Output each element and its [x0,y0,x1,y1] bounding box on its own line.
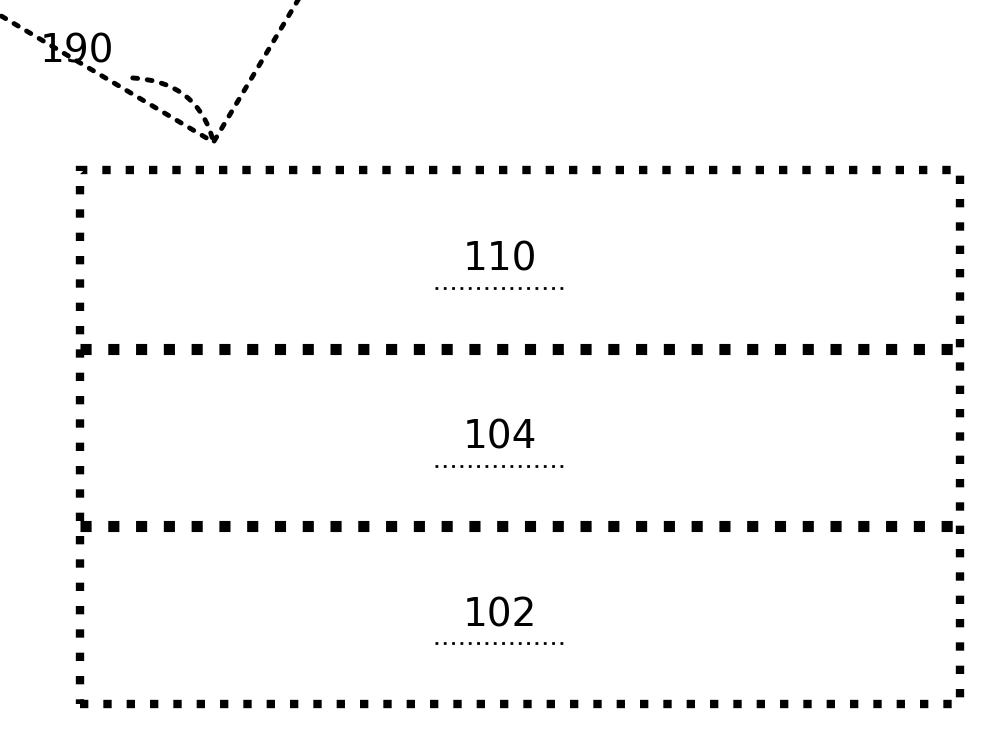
Text: 104: 104 [463,419,537,456]
Text: 110: 110 [463,241,537,279]
Text: 190: 190 [40,33,114,71]
FancyBboxPatch shape [80,170,960,704]
Text: 102: 102 [463,597,537,634]
FancyArrowPatch shape [0,0,358,142]
